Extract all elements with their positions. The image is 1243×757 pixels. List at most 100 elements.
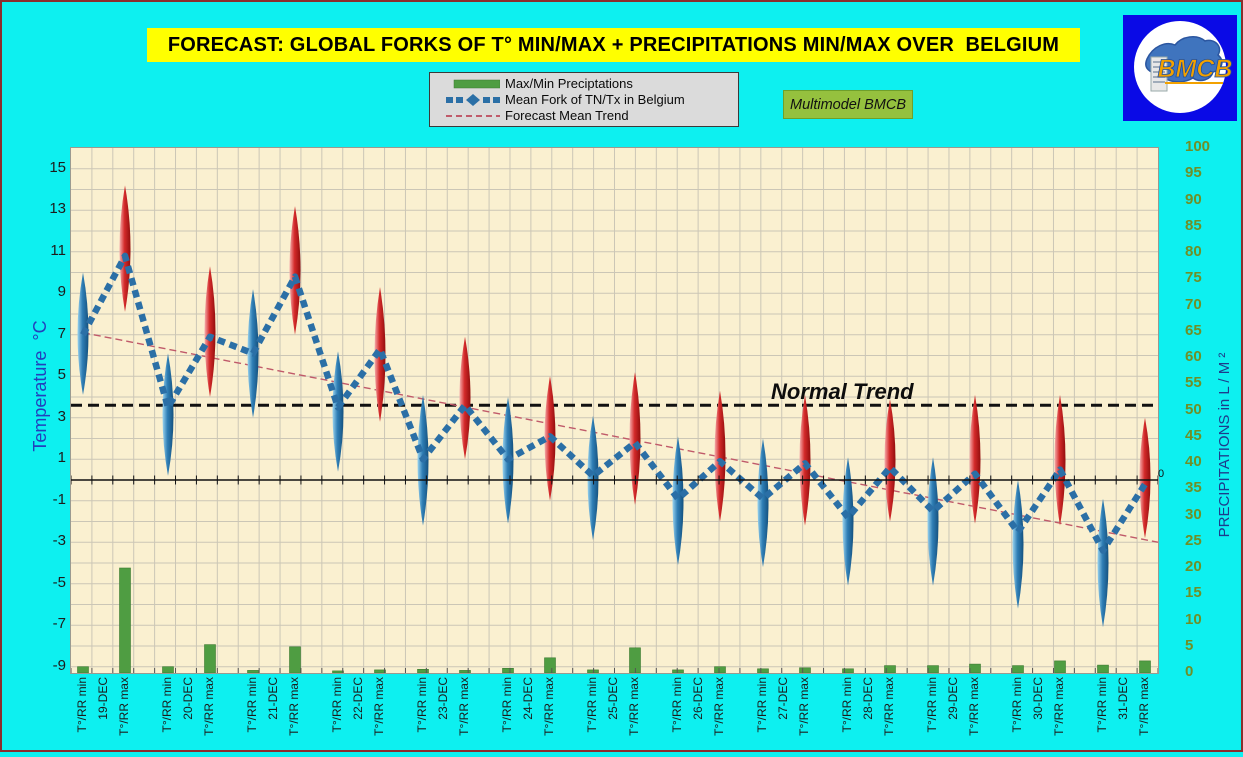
right-tick-label: 100 <box>1185 138 1211 155</box>
precip-bar <box>289 646 301 674</box>
green-bar-swatch-icon <box>444 79 500 89</box>
precip-bar <box>374 669 386 674</box>
forecast-trend-line <box>82 331 1159 543</box>
right-tick-label: 30 <box>1185 505 1202 523</box>
precip-bar <box>969 663 981 674</box>
x-label-trr-max: T°/RR max <box>372 677 386 736</box>
tmax-fork <box>459 336 471 460</box>
precip-bar <box>332 670 344 674</box>
x-label-date: 27-DEC <box>776 677 790 720</box>
precip-bar <box>459 670 471 674</box>
x-label-trr-max: T°/RR max <box>1137 677 1151 736</box>
right-tick-label: 0 <box>1185 663 1194 680</box>
tmax-fork <box>969 394 981 524</box>
tmin-fork <box>757 438 769 568</box>
precip-bar <box>672 669 684 674</box>
right-tick-label: 5 <box>1185 636 1194 654</box>
precip-bar <box>1012 665 1024 674</box>
right-tick-label: 45 <box>1185 426 1202 444</box>
precip-bar <box>544 657 556 674</box>
x-label-trr-max: T°/RR max <box>882 677 896 736</box>
tmax-fork <box>119 185 131 312</box>
right-tick-label: 55 <box>1185 374 1202 392</box>
legend-label: Mean Fork of TN/Tx in Belgium <box>505 92 685 107</box>
x-label-date: 23-DEC <box>436 677 450 720</box>
precip-bar <box>162 666 174 674</box>
x-label-trr-max: T°/RR max <box>1052 677 1066 736</box>
logo-wordmark: BMCB <box>1158 55 1233 83</box>
legend-item-forecast-trend: Forecast Mean Trend <box>444 108 738 124</box>
x-label-trr-max: T°/RR max <box>287 677 301 736</box>
left-tick-label: -7 <box>52 615 66 633</box>
red-dashed-line-swatch-icon <box>444 113 500 119</box>
tmax-fork <box>884 399 896 522</box>
right-tick-label: 95 <box>1185 164 1202 182</box>
right-tick-label: 70 <box>1185 295 1202 313</box>
left-tick-label: -3 <box>52 532 66 550</box>
tmax-fork <box>204 266 216 397</box>
tmin-fork <box>1012 480 1024 609</box>
precip-bar <box>77 666 89 674</box>
tmin-fork <box>162 353 174 476</box>
x-label-trr-max: T°/RR max <box>967 677 981 736</box>
x-label-trr-min: T°/RR min <box>415 677 429 733</box>
x-label-trr-max: T°/RR max <box>797 677 811 736</box>
x-label-date: 21-DEC <box>266 677 280 720</box>
x-label-trr-max: T°/RR max <box>202 677 216 736</box>
left-tick-label: 9 <box>57 283 66 301</box>
precip-bar <box>247 670 259 674</box>
building-icon <box>1150 56 1168 92</box>
x-label-date: 19-DEC <box>96 677 110 720</box>
x-label-trr-max: T°/RR max <box>542 677 556 736</box>
left-tick-label: -9 <box>52 656 66 674</box>
right-tick-label: 90 <box>1185 190 1202 208</box>
temp-forks <box>77 185 1151 628</box>
precip-bar <box>204 644 216 674</box>
tmin-fork <box>927 457 939 586</box>
zero-line-right-label: 0 <box>1158 468 1165 480</box>
x-label-trr-max: T°/RR max <box>457 677 471 736</box>
precip-bar <box>119 567 131 674</box>
right-tick-label: 80 <box>1185 243 1202 260</box>
x-label-date: 31-DEC <box>1116 677 1130 720</box>
x-label-date: 25-DEC <box>606 677 620 720</box>
right-tick-label: 65 <box>1185 321 1202 339</box>
left-tick-label: 11 <box>50 241 66 259</box>
tmin-fork <box>1097 498 1109 628</box>
right-tick-label: 20 <box>1185 558 1202 575</box>
x-label-date: 22-DEC <box>351 677 365 720</box>
x-label-date: 26-DEC <box>691 677 705 720</box>
left-tick-label: 15 <box>49 158 66 176</box>
x-label-trr-min: T°/RR min <box>160 677 174 733</box>
precip-bar <box>502 667 514 674</box>
x-label-trr-min: T°/RR min <box>755 677 769 733</box>
x-label-date: 30-DEC <box>1031 677 1045 720</box>
precip-bar <box>714 666 726 674</box>
right-tick-label: 15 <box>1185 584 1202 602</box>
x-label-date: 20-DEC <box>181 677 195 720</box>
x-label-trr-max: T°/RR max <box>712 677 726 736</box>
x-label-trr-min: T°/RR min <box>1010 677 1024 733</box>
right-tick-label: 50 <box>1185 400 1202 418</box>
multimodel-badge: Multimodel BMCB <box>783 90 913 119</box>
tmin-fork <box>842 457 854 586</box>
x-label-trr-max: T°/RR max <box>627 677 641 736</box>
left-tick-label: 5 <box>57 366 66 384</box>
right-tick-label: 10 <box>1185 610 1202 628</box>
tmax-fork <box>289 206 301 335</box>
x-label-date: 24-DEC <box>521 677 535 720</box>
gridlines <box>71 148 1158 673</box>
right-tick-label: 40 <box>1185 453 1202 470</box>
right-tick-label: 85 <box>1185 216 1202 234</box>
tmax-fork <box>1054 394 1066 526</box>
left-tick-label: 1 <box>57 449 66 467</box>
precip-bar <box>587 669 599 674</box>
legend-item-mean-fork: Mean Fork of TN/Tx in Belgium <box>444 92 738 108</box>
x-label-trr-min: T°/RR min <box>330 677 344 733</box>
tmax-fork <box>629 372 641 505</box>
forecast-chart: Normal Trend <box>70 148 1159 674</box>
x-label-trr-min: T°/RR min <box>585 677 599 733</box>
bmcb-logo-graphic: BMCB <box>1134 21 1233 113</box>
blue-dotted-line-swatch-icon <box>444 94 500 106</box>
